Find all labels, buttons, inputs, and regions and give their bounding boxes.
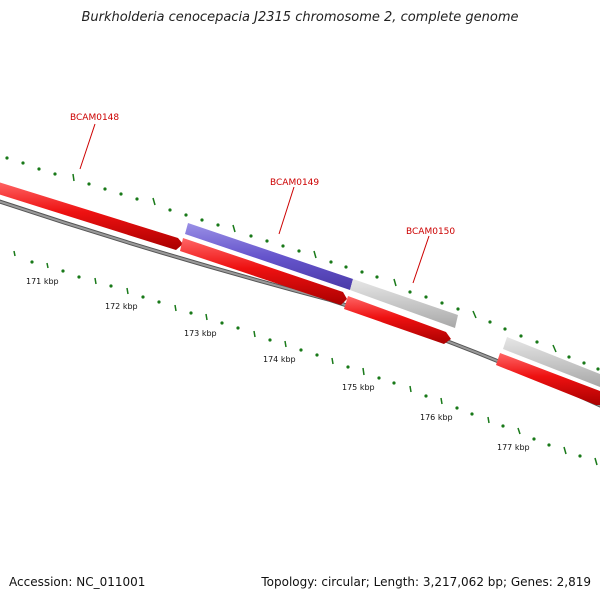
tick-label-171: 171 kbp	[26, 277, 59, 286]
cds-features	[0, 181, 600, 405]
accession-label: Accession: NC_011001	[9, 575, 146, 589]
map-title: Burkholderia cenocepacia J2315 chromosom…	[81, 10, 519, 25]
leader-line-bcam0150	[412, 235, 430, 284]
leader-line-bcam0148	[79, 123, 96, 170]
tick-label-173: 173 kbp	[184, 329, 217, 338]
upper-tick-track	[5, 156, 600, 371]
gene-label-bcam0150[interactable]: BCAM0150	[406, 227, 455, 237]
gene-labels: BCAM0148 BCAM0149 BCAM0150	[70, 113, 455, 284]
lower-tick-track	[13, 250, 598, 466]
tick-label-176: 176 kbp	[420, 413, 453, 422]
gene-label-bcam0149[interactable]: BCAM0149	[270, 178, 319, 188]
tick-label-172: 172 kbp	[105, 302, 138, 311]
genome-summary: Topology: circular; Length: 3,217,062 bp…	[261, 575, 591, 589]
tick-label-177: 177 kbp	[497, 443, 530, 452]
gene-bar-next[interactable]	[503, 337, 600, 387]
gene-bar-bcam0149[interactable]	[185, 223, 353, 290]
gene-features	[185, 223, 600, 387]
gene-label-bcam0148[interactable]: BCAM0148	[70, 113, 119, 123]
tick-labels: 171 kbp 172 kbp 173 kbp 174 kbp 175 kbp …	[26, 277, 530, 452]
gene-bar-bcam0150[interactable]	[350, 279, 458, 328]
tick-label-175: 175 kbp	[342, 383, 375, 392]
cds-arrow-bcam0149[interactable]	[180, 238, 347, 305]
cds-arrow-next[interactable]	[496, 353, 600, 405]
chromosome-backbone	[0, 199, 600, 408]
leader-line-bcam0149	[278, 186, 295, 235]
cds-arrow-bcam0148[interactable]	[0, 181, 183, 250]
tick-label-174: 174 kbp	[263, 355, 296, 364]
cds-arrow-bcam0150[interactable]	[344, 296, 451, 344]
